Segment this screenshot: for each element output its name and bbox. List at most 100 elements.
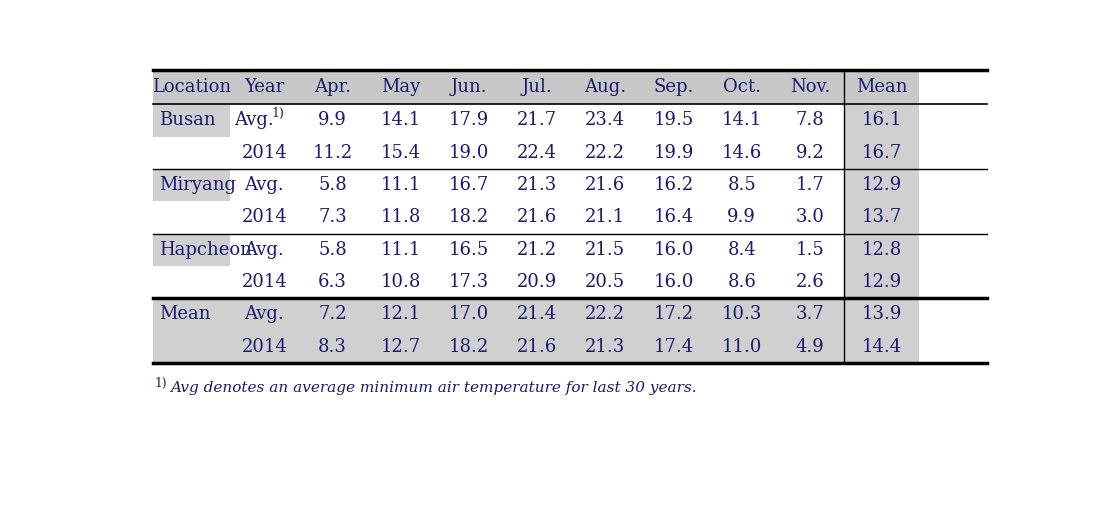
Text: 16.0: 16.0 [654,273,694,291]
Text: 12.1: 12.1 [381,305,421,323]
Text: 11.8: 11.8 [381,208,421,227]
Bar [230,266,299,298]
Text: 21.3: 21.3 [517,176,557,194]
Bar [435,169,503,201]
Bar [153,330,230,363]
Text: 5.8: 5.8 [319,241,346,259]
Text: 21.3: 21.3 [585,338,625,356]
Text: 18.2: 18.2 [448,208,490,227]
Bar [435,330,503,363]
Bar [707,104,776,136]
Text: 16.4: 16.4 [654,208,694,227]
Text: Avg.: Avg. [234,111,274,129]
Text: 1.5: 1.5 [796,241,825,259]
Bar [366,266,435,298]
Bar [503,330,572,363]
Bar [230,136,299,169]
Bar [844,104,919,136]
Bar [299,70,366,104]
Bar [299,266,366,298]
Text: 9.2: 9.2 [796,144,825,162]
Bar [844,298,919,330]
Text: 21.6: 21.6 [517,338,557,356]
Text: 1): 1) [271,107,284,121]
Bar [503,169,572,201]
Text: 20.9: 20.9 [517,273,557,291]
Bar [366,104,435,136]
Bar [844,201,919,234]
Text: 4.9: 4.9 [796,338,825,356]
Text: 18.2: 18.2 [448,338,490,356]
Text: 14.4: 14.4 [861,338,901,356]
Bar [707,298,776,330]
Bar [230,201,299,234]
Text: 3.7: 3.7 [796,305,825,323]
Bar [435,298,503,330]
Bar [776,234,844,266]
Text: Mean: Mean [856,78,907,96]
Text: 19.5: 19.5 [654,111,694,129]
Text: Busan: Busan [159,111,215,129]
Text: Year: Year [244,78,284,96]
Bar [776,104,844,136]
Text: 2014: 2014 [242,273,287,291]
Text: Avg.: Avg. [244,305,284,323]
Bar [844,136,919,169]
Text: 14.1: 14.1 [722,111,761,129]
Bar [572,136,639,169]
Text: 5.8: 5.8 [319,176,346,194]
Bar [844,330,919,363]
Bar [572,298,639,330]
Text: 9.9: 9.9 [319,111,347,129]
Text: 14.1: 14.1 [381,111,421,129]
Text: 10.8: 10.8 [381,273,421,291]
Text: 13.9: 13.9 [861,305,901,323]
Bar [776,136,844,169]
Text: 22.2: 22.2 [585,144,625,162]
Text: 10.3: 10.3 [722,305,761,323]
Text: 12.9: 12.9 [861,273,901,291]
Text: 15.4: 15.4 [381,144,421,162]
Bar [299,104,366,136]
Text: 23.4: 23.4 [585,111,625,129]
Text: 2.6: 2.6 [796,273,825,291]
Bar [776,70,844,104]
Text: 16.2: 16.2 [654,176,694,194]
Text: 8.3: 8.3 [319,338,347,356]
Text: 17.3: 17.3 [448,273,490,291]
Text: 21.2: 21.2 [517,241,557,259]
Text: 8.5: 8.5 [727,176,756,194]
Text: 17.9: 17.9 [448,111,490,129]
Text: 17.2: 17.2 [654,305,694,323]
Text: 12.7: 12.7 [381,338,421,356]
Text: Hapcheon: Hapcheon [159,241,252,259]
Bar [299,136,366,169]
Bar [299,169,366,201]
Bar [366,169,435,201]
Bar [639,136,707,169]
Text: Mean: Mean [159,305,211,323]
Text: 19.9: 19.9 [654,144,694,162]
Bar [639,104,707,136]
Bar [707,70,776,104]
Bar [572,169,639,201]
Text: Apr.: Apr. [314,78,351,96]
Bar [639,169,707,201]
Bar [776,201,844,234]
Bar [230,169,299,201]
Text: 2014: 2014 [242,208,287,227]
Text: 2014: 2014 [242,144,287,162]
Text: 22.4: 22.4 [517,144,557,162]
Bar [153,298,230,330]
Text: 17.4: 17.4 [654,338,694,356]
Text: Miryang: Miryang [159,176,236,194]
Bar [707,169,776,201]
Bar [435,201,503,234]
Text: 7.2: 7.2 [319,305,346,323]
Bar [299,330,366,363]
Bar [776,266,844,298]
Text: 1.7: 1.7 [796,176,825,194]
Bar [776,169,844,201]
Bar [572,201,639,234]
Bar [299,298,366,330]
